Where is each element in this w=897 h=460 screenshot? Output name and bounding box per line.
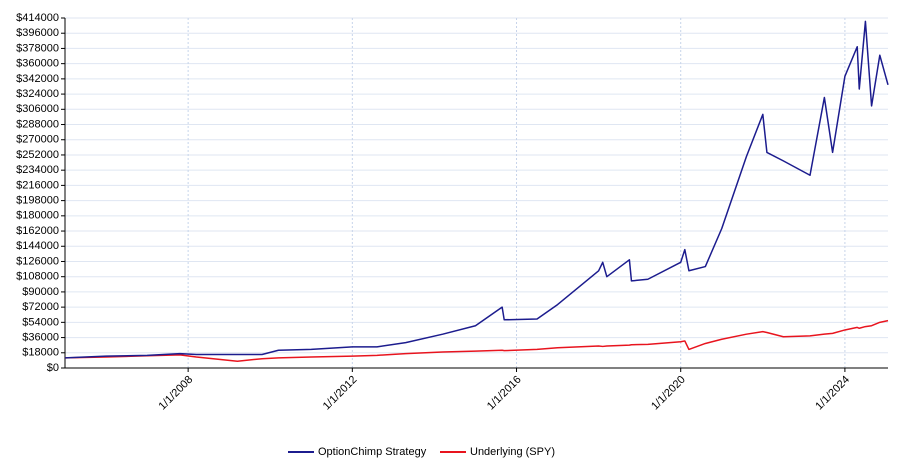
y-tick-label: $324000: [16, 88, 59, 100]
y-tick-label: $0: [47, 362, 59, 374]
y-tick-label: $198000: [16, 195, 59, 207]
x-tick-label: 1/1/2012: [321, 374, 360, 413]
y-tick-label: $54000: [22, 316, 59, 328]
x-tick-label: 1/1/2008: [157, 374, 196, 413]
y-tick-label: $126000: [16, 255, 59, 267]
y-tick-label: $162000: [16, 225, 59, 237]
y-tick-label: $72000: [22, 301, 59, 313]
series-line: [64, 20, 889, 359]
y-tick-label: $216000: [16, 179, 59, 191]
legend-label: OptionChimp Strategy: [318, 446, 427, 458]
series-line: [64, 319, 889, 362]
y-tick-label: $306000: [16, 103, 59, 115]
y-tick-label: $180000: [16, 210, 59, 222]
y-tick-label: $342000: [16, 73, 59, 85]
y-tick-label: $108000: [16, 271, 59, 283]
y-tick-label: $360000: [16, 58, 59, 70]
y-tick-label: $270000: [16, 134, 59, 146]
y-tick-label: $144000: [16, 240, 59, 252]
y-tick-label: $36000: [22, 331, 59, 343]
y-tick-label: $252000: [16, 149, 59, 161]
y-tick-label: $414000: [16, 12, 59, 24]
y-tick-label: $288000: [16, 118, 59, 130]
x-tick-label: 1/1/2024: [813, 374, 852, 413]
y-tick-label: $396000: [16, 27, 59, 39]
y-tick-label: $234000: [16, 164, 59, 176]
y-tick-label: $18000: [22, 347, 59, 359]
y-tick-label: $90000: [22, 286, 59, 298]
x-tick-label: 1/1/2020: [649, 374, 688, 413]
legend-label: Underlying (SPY): [470, 446, 555, 458]
y-tick-label: $378000: [16, 42, 59, 54]
x-tick-label: 1/1/2016: [485, 374, 524, 413]
